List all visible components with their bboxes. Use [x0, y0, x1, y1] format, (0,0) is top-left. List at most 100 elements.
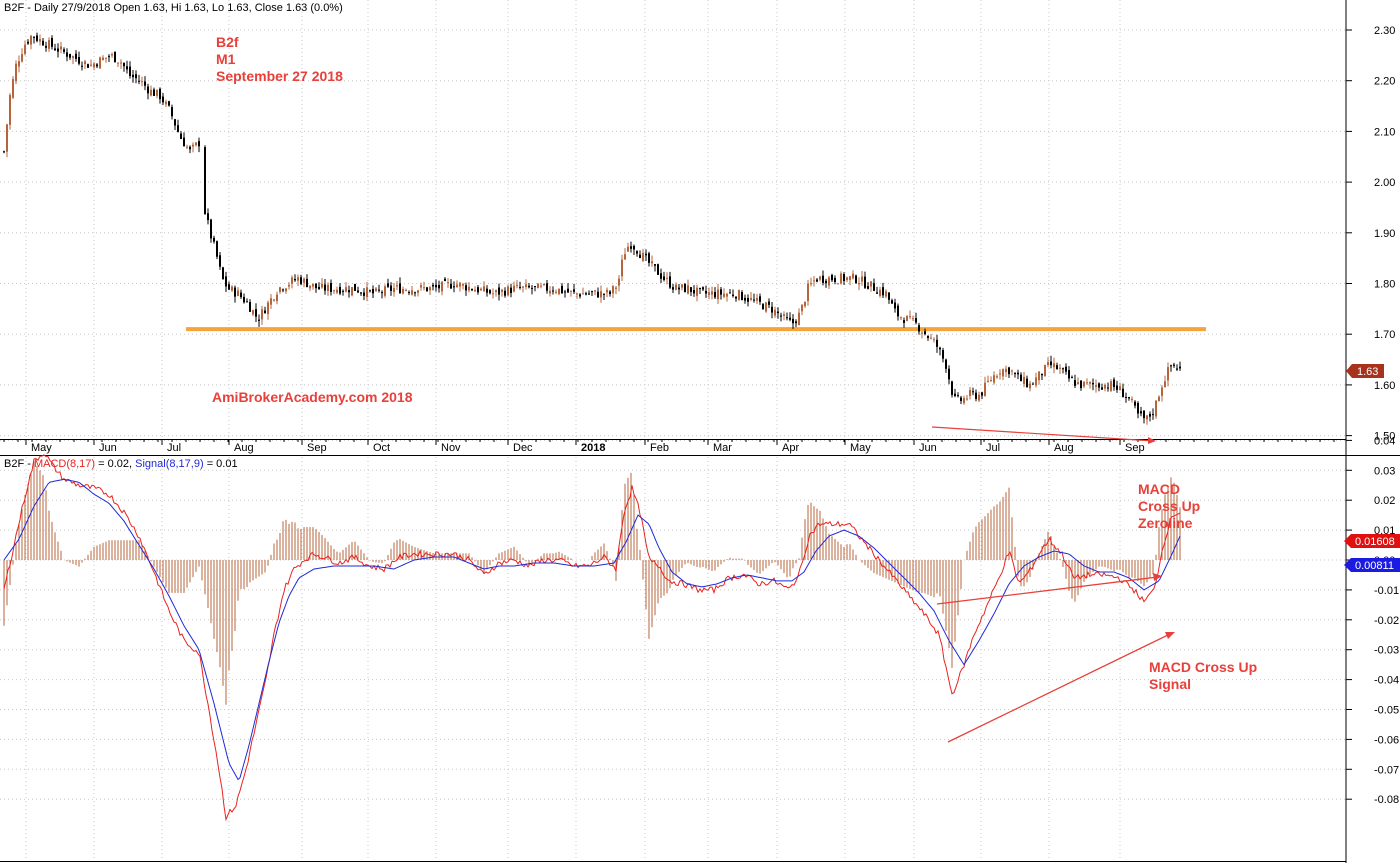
- candle-body: [951, 381, 953, 395]
- candle-body: [1119, 386, 1121, 390]
- candle-body: [1038, 371, 1040, 381]
- candle-body: [444, 278, 446, 281]
- macd-header-prefix: B2F -: [4, 458, 34, 470]
- candle-body: [681, 284, 683, 288]
- candle-body: [732, 294, 734, 296]
- candle-body: [939, 347, 941, 350]
- candle-body: [897, 305, 899, 317]
- candle-body: [639, 254, 641, 259]
- macd-header-macd-label: MACD(8,17): [34, 458, 95, 470]
- candle-body: [996, 376, 998, 378]
- candle-body: [30, 35, 32, 45]
- candle-body: [453, 286, 455, 288]
- candle-body: [1107, 387, 1109, 389]
- candle-body: [1152, 414, 1154, 416]
- candle-body: [855, 275, 857, 283]
- candle-body: [120, 62, 122, 64]
- price-y-tick-label: 2.10: [1374, 126, 1395, 138]
- candle-body: [282, 289, 284, 291]
- candle-body: [237, 290, 239, 296]
- candle-body: [726, 293, 728, 297]
- candle-body: [279, 287, 281, 292]
- candle-body: [1035, 377, 1037, 386]
- candle-body: [498, 287, 500, 295]
- candle-body: [1026, 378, 1028, 387]
- candle-body: [9, 95, 11, 125]
- candle-body: [531, 287, 533, 289]
- candle-body: [675, 284, 677, 290]
- macd-divergence-arrowhead: [1153, 573, 1162, 581]
- candle-body: [1074, 380, 1076, 386]
- candle-body: [381, 292, 383, 294]
- candle-body: [1065, 366, 1067, 372]
- candle-body: [246, 301, 248, 303]
- candle-body: [234, 287, 236, 297]
- candle-body: [870, 281, 872, 287]
- candle-body: [327, 284, 329, 292]
- candle-body: [915, 318, 917, 323]
- candle-body: [723, 293, 725, 297]
- candle-body: [693, 290, 695, 294]
- candle-body: [489, 290, 491, 294]
- last-price-tag: 1.63: [1346, 364, 1384, 378]
- candle-body: [756, 297, 758, 301]
- candle-body: [510, 287, 512, 293]
- candle-body: [165, 101, 167, 105]
- candle-body: [1023, 376, 1025, 385]
- candle-body: [858, 283, 860, 285]
- candle-body: [1122, 388, 1124, 398]
- candle-body: [492, 293, 494, 295]
- candle-body: [1095, 385, 1097, 387]
- candle-body: [666, 277, 668, 279]
- candle-body: [294, 279, 296, 281]
- candle-body: [1158, 396, 1160, 402]
- candle-body: [903, 320, 905, 323]
- candle-body: [999, 373, 1001, 375]
- candle-body: [315, 283, 317, 289]
- candle-body: [1167, 367, 1169, 381]
- candle-body: [876, 292, 878, 294]
- candle-body: [171, 107, 173, 117]
- candle-body: [273, 299, 275, 301]
- candle-body: [480, 288, 482, 291]
- candle-body: [945, 359, 947, 369]
- candle-body: [378, 289, 380, 291]
- candle-body: [852, 273, 854, 279]
- candle-body: [534, 286, 536, 288]
- macd-divergence-arrow: [936, 576, 1159, 605]
- candle-body: [222, 267, 224, 280]
- candle-body: [687, 285, 689, 294]
- candle-body: [384, 286, 386, 296]
- price-annotation-arrow-layer: [931, 426, 1156, 444]
- candle-body: [63, 49, 65, 52]
- annotation-signal-2: Signal: [1149, 676, 1191, 692]
- annotation-date: September 27 2018: [216, 68, 343, 84]
- candle-body: [156, 89, 158, 96]
- candle-body: [936, 339, 938, 347]
- candle-body: [1179, 366, 1181, 369]
- annotation-timeframe: M1: [216, 51, 236, 67]
- candle-body: [1005, 368, 1007, 373]
- candle-body: [561, 285, 563, 293]
- candle-body: [72, 56, 74, 59]
- candle-body: [885, 291, 887, 297]
- candle-body: [351, 287, 353, 296]
- x-tick-label: Jun: [99, 442, 117, 454]
- last-price-tag-label: 1.63: [1357, 366, 1378, 378]
- macd-lines: [3, 454, 1181, 822]
- candle-body: [468, 286, 470, 291]
- macd-y-tick-label: -0.02: [1374, 615, 1399, 627]
- candle-body: [1098, 383, 1100, 388]
- candle-body: [678, 287, 680, 290]
- price-y-tick-label: 2.30: [1374, 25, 1395, 37]
- candle-body: [771, 306, 773, 313]
- candle-body: [51, 38, 53, 47]
- candle-body: [729, 292, 731, 294]
- candle-body: [336, 289, 338, 293]
- candle-body: [546, 283, 548, 291]
- candle-body: [543, 284, 545, 286]
- candle-body: [117, 62, 119, 64]
- candle-body: [648, 253, 650, 263]
